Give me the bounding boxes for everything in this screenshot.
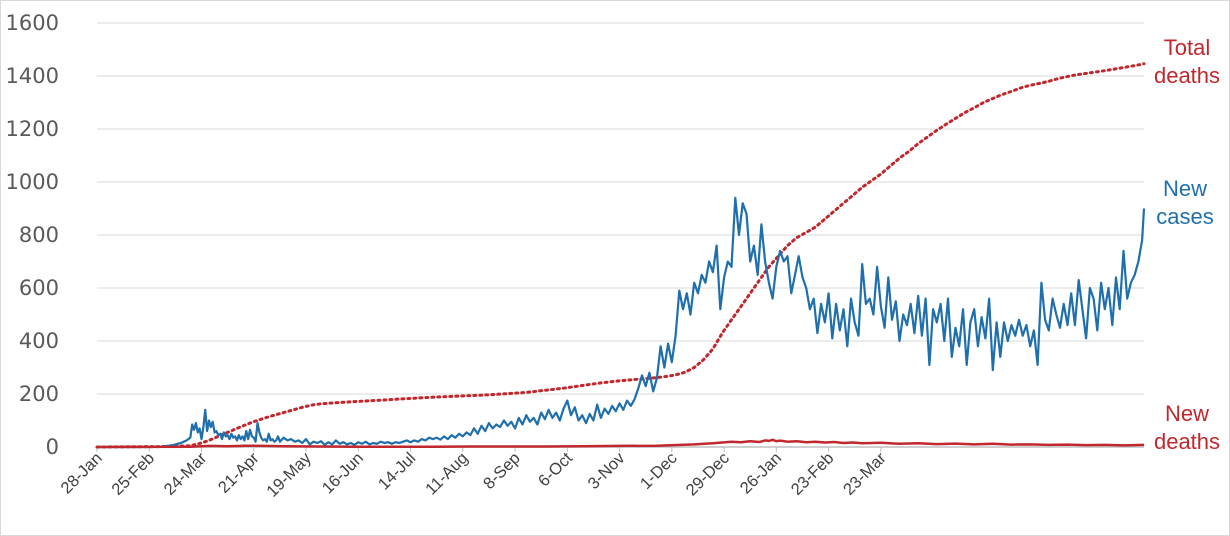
x-tick-label: 23-Mar bbox=[840, 449, 890, 499]
y-tick-label: 0 bbox=[46, 435, 59, 459]
y-tick-label: 200 bbox=[19, 382, 59, 406]
x-axis: 28-Jan 25-Feb 24-Mar 21-Apr 19-May 16-Jun 14-J… bbox=[57, 446, 1144, 501]
x-tick-label: 21-Apr bbox=[215, 449, 263, 497]
new-cases-line bbox=[97, 196, 1146, 449]
y-tick-label: 1600 bbox=[6, 11, 59, 35]
x-tick-label: 28-Jan bbox=[57, 449, 105, 497]
new-deaths-label: New deaths bbox=[1154, 401, 1220, 454]
y-tick-label: 1400 bbox=[6, 64, 59, 88]
x-tick-label: 26-Jan bbox=[737, 449, 785, 497]
y-axis: 0 200 400 600 800 1000 1200 1400 1600 bbox=[6, 11, 59, 459]
x-tick-label: 29-Dec bbox=[683, 449, 733, 499]
series-lines bbox=[95, 62, 1146, 449]
y-tick-label: 800 bbox=[19, 223, 59, 247]
x-tick-label: 25-Feb bbox=[108, 449, 158, 499]
y-tick-label: 400 bbox=[19, 329, 59, 353]
y-tick-label: 600 bbox=[19, 276, 59, 300]
x-tick-label: 23-Feb bbox=[788, 449, 838, 499]
new-cases-label: New cases bbox=[1156, 176, 1213, 229]
series-labels: New cases Total deaths New deaths bbox=[1154, 35, 1220, 454]
y-tick-label: 1000 bbox=[6, 170, 59, 194]
y-tick-label: 1200 bbox=[6, 117, 59, 141]
total-deaths-line bbox=[95, 62, 1146, 449]
x-tick-label: 1-Dec bbox=[637, 449, 681, 493]
x-tick-label: 14-Jul bbox=[375, 449, 420, 494]
x-tick-label: 3-Nov bbox=[585, 449, 629, 493]
x-tick-label: 6-Oct bbox=[535, 449, 577, 491]
new-deaths-line bbox=[96, 438, 1145, 449]
x-tick-label: 11-Aug bbox=[422, 449, 471, 498]
gridlines bbox=[97, 22, 1144, 395]
x-tick-label: 24-Mar bbox=[161, 449, 211, 499]
x-tick-label: 19-May bbox=[263, 449, 315, 501]
x-tick-label: 8-Sep bbox=[480, 449, 524, 493]
total-deaths-label: Total deaths bbox=[1154, 35, 1220, 88]
x-tick-label: 16-Jun bbox=[319, 449, 367, 497]
